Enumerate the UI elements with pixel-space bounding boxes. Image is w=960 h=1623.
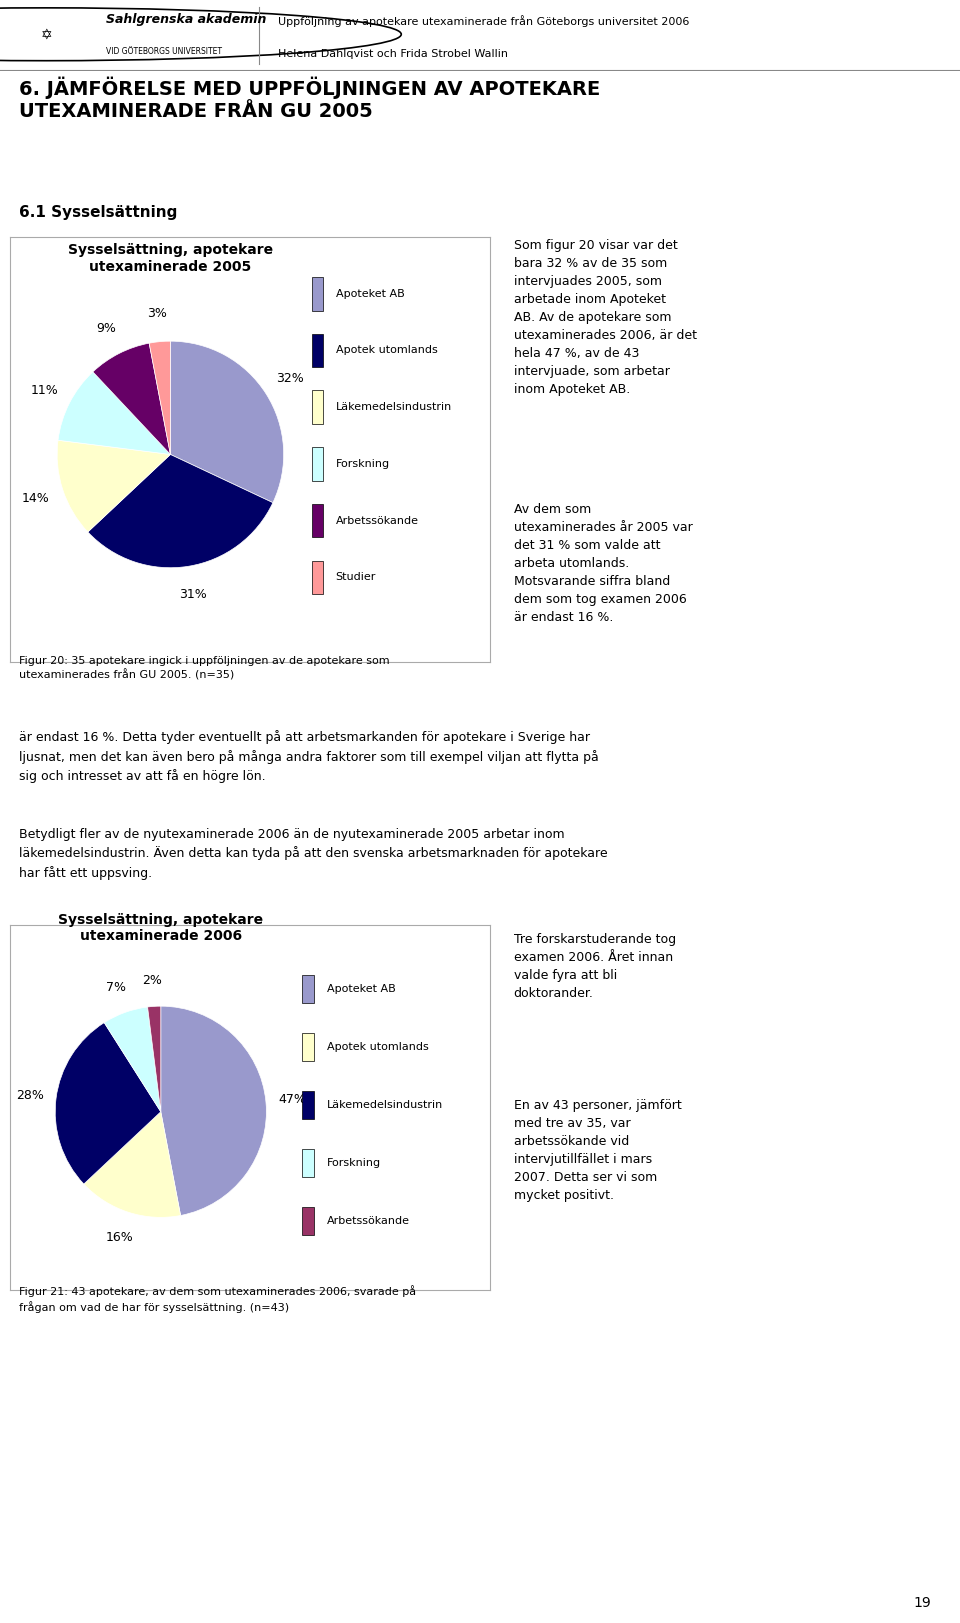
Wedge shape — [58, 440, 170, 532]
Text: 32%: 32% — [276, 372, 303, 385]
Bar — [302, 1034, 314, 1061]
Text: Forskning: Forskning — [327, 1159, 381, 1169]
Text: Figur 20: 35 apotekare ingick i uppföljningen av de apotekare som
utexaminerades: Figur 20: 35 apotekare ingick i uppföljn… — [19, 656, 390, 682]
Text: 31%: 31% — [179, 588, 206, 601]
Text: 47%: 47% — [278, 1092, 306, 1105]
Wedge shape — [148, 1006, 161, 1112]
Text: 19: 19 — [914, 1595, 931, 1610]
Bar — [312, 503, 324, 537]
Title: Sysselsättning, apotekare
utexaminerade 2006: Sysselsättning, apotekare utexaminerade … — [59, 912, 263, 943]
Text: 6. JÄMFÖRELSE MED UPPFÖLJNINGEN AV APOTEKARE
UTEXAMINERADE FRÅN GU 2005: 6. JÄMFÖRELSE MED UPPFÖLJNINGEN AV APOTE… — [19, 76, 600, 120]
Title: Sysselsättning, apotekare
utexaminerade 2005: Sysselsättning, apotekare utexaminerade … — [68, 243, 273, 274]
Text: Apoteket AB: Apoteket AB — [327, 984, 396, 995]
Text: 28%: 28% — [16, 1089, 44, 1102]
Text: Sahlgrenska akademin: Sahlgrenska akademin — [106, 13, 266, 26]
Text: ✡: ✡ — [40, 28, 52, 41]
Wedge shape — [58, 372, 170, 454]
Text: Betydligt fler av de nyutexaminerade 2006 än de nyutexaminerade 2005 arbetar ino: Betydligt fler av de nyutexaminerade 200… — [19, 828, 608, 880]
Wedge shape — [87, 454, 273, 568]
Text: Uppföljning av apotekare utexaminerade från Göteborgs universitet 2006: Uppföljning av apotekare utexaminerade f… — [278, 16, 690, 28]
Text: 2%: 2% — [143, 974, 162, 987]
Text: Apotek utomlands: Apotek utomlands — [336, 346, 437, 355]
Bar — [302, 1149, 314, 1177]
Wedge shape — [84, 1112, 180, 1217]
Wedge shape — [160, 1006, 266, 1216]
Wedge shape — [56, 1022, 161, 1185]
Bar — [312, 448, 324, 480]
Text: 3%: 3% — [147, 307, 167, 320]
Wedge shape — [93, 342, 170, 454]
Wedge shape — [105, 1006, 161, 1112]
Text: Helena Dahlqvist och Frida Strobel Wallin: Helena Dahlqvist och Frida Strobel Walli… — [278, 49, 509, 58]
Text: En av 43 personer, jämfört
med tre av 35, var
arbetssökande vid
intervjutillfäll: En av 43 personer, jämfört med tre av 35… — [514, 1099, 682, 1201]
Wedge shape — [170, 341, 283, 503]
Text: Apoteket AB: Apoteket AB — [336, 289, 404, 299]
Bar — [302, 975, 314, 1003]
Text: Apotek utomlands: Apotek utomlands — [327, 1042, 429, 1052]
Text: Tre forskarstuderande tog
examen 2006. Året innan
valde fyra att bli
doktorander: Tre forskarstuderande tog examen 2006. Å… — [514, 933, 676, 1000]
Text: 14%: 14% — [22, 492, 50, 505]
Text: är endast 16 %. Detta tyder eventuellt på att arbetsmarkanden för apotekare i Sv: är endast 16 %. Detta tyder eventuellt p… — [19, 730, 599, 784]
Text: VID GÖTEBORGS UNIVERSITET: VID GÖTEBORGS UNIVERSITET — [106, 47, 222, 55]
Text: Arbetssökande: Arbetssökande — [336, 516, 419, 526]
Text: Studier: Studier — [336, 573, 376, 583]
Text: Som figur 20 visar var det
bara 32 % av de 35 som
intervjuades 2005, som
arbetad: Som figur 20 visar var det bara 32 % av … — [514, 239, 697, 396]
Text: 6.1 Sysselsättning: 6.1 Sysselsättning — [19, 204, 178, 221]
Text: 7%: 7% — [107, 980, 126, 993]
Text: Läkemedelsindustrin: Läkemedelsindustrin — [327, 1100, 444, 1110]
Bar — [312, 391, 324, 424]
Text: 11%: 11% — [31, 383, 59, 396]
Text: Arbetssökande: Arbetssökande — [327, 1216, 410, 1225]
Wedge shape — [149, 341, 171, 454]
Bar — [302, 1208, 314, 1235]
Text: Figur 21: 43 apotekare, av dem som utexaminerades 2006, svarade på
frågan om vad: Figur 21: 43 apotekare, av dem som utexa… — [19, 1285, 417, 1313]
Text: 16%: 16% — [107, 1230, 133, 1243]
Bar — [312, 334, 324, 367]
Text: Forskning: Forskning — [336, 459, 390, 469]
Bar — [302, 1091, 314, 1118]
Text: Läkemedelsindustrin: Läkemedelsindustrin — [336, 403, 452, 412]
Bar — [312, 560, 324, 594]
Text: 9%: 9% — [96, 321, 116, 334]
Bar — [312, 278, 324, 310]
Text: Av dem som
utexaminerades år 2005 var
det 31 % som valde att
arbeta utomlands.
M: Av dem som utexaminerades år 2005 var de… — [514, 503, 692, 625]
